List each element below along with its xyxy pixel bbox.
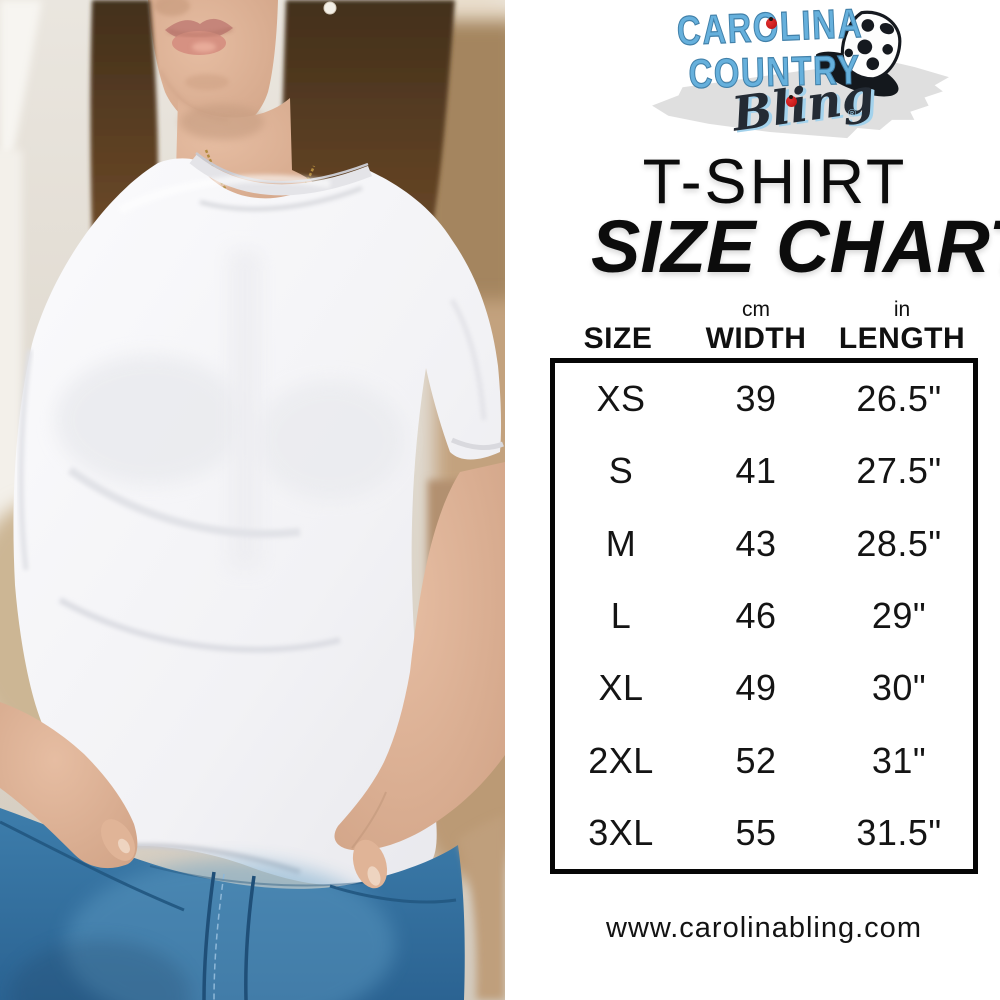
model-right-hand [334, 462, 505, 889]
table-row: 3XL 55 31.5" [555, 797, 973, 869]
pearl-earring [323, 1, 337, 15]
table-row: 2XL 52 31" [555, 724, 973, 796]
ladybug-dot-icon [786, 95, 797, 107]
length-cell: 29" [871, 594, 927, 636]
model-lips [165, 18, 233, 55]
size-chart-header: SIZE cm WIDTH in LENGTH [550, 296, 978, 356]
width-cell: 41 [735, 450, 777, 492]
size-cell: XS [596, 378, 646, 420]
header-length-unit: in [893, 298, 911, 321]
size-cell: 3XL [588, 811, 654, 853]
width-cell: 39 [735, 378, 777, 420]
header-width-label: WIDTH [705, 322, 807, 355]
length-cell: 27.5" [856, 450, 942, 492]
page-title-line1: T-SHIRT [642, 147, 908, 217]
header-size: SIZE [550, 299, 686, 356]
length-cell: 31.5" [856, 811, 942, 853]
size-cell: L [610, 594, 632, 636]
header-width: cm WIDTH [686, 299, 826, 356]
chart-panel: CAROLINA COUNTRY Bling ® T-SHIRT SIZE CH… [505, 0, 1000, 1000]
size-chart-table: XS 39 26.5" S 41 27.5" M 43 28.5" L 46 2… [550, 358, 978, 874]
header-size-label: SIZE [583, 322, 653, 355]
header-size-unit [550, 299, 686, 324]
header-length-label: LENGTH [838, 322, 966, 355]
width-cell: 43 [735, 522, 777, 564]
length-cell: 31" [871, 739, 927, 781]
table-row: XL 49 30" [555, 652, 973, 724]
size-cell: M [605, 522, 637, 564]
width-cell: 55 [735, 811, 777, 853]
length-cell: 28.5" [856, 522, 942, 564]
model-photo-illustration [0, 0, 505, 1000]
white-tshirt [13, 152, 504, 886]
brand-trademark: ® [848, 108, 857, 120]
ladybug-dot-icon [766, 17, 777, 29]
website-url: www.carolinabling.com [606, 912, 922, 944]
size-cell: S [608, 450, 634, 492]
brand-logo: CAROLINA COUNTRY Bling ® [630, 0, 970, 144]
model-photo [0, 0, 505, 1000]
page-title-line2: SIZE CHART [591, 205, 1000, 288]
size-cell: 2XL [588, 739, 654, 781]
size-cell: XL [598, 667, 644, 709]
model-left-hand [0, 702, 138, 869]
header-length: in LENGTH [826, 299, 978, 356]
width-cell: 46 [735, 594, 777, 636]
table-row: M 43 28.5" [555, 508, 973, 580]
table-row: L 46 29" [555, 580, 973, 652]
table-row: S 41 27.5" [555, 435, 973, 507]
header-width-unit: cm [742, 298, 770, 321]
width-cell: 52 [735, 739, 777, 781]
length-cell: 30" [871, 667, 927, 709]
width-cell: 49 [735, 667, 777, 709]
table-row: XS 39 26.5" [555, 363, 973, 435]
length-cell: 26.5" [856, 378, 942, 420]
cowboy-hat-icon [816, 10, 902, 97]
